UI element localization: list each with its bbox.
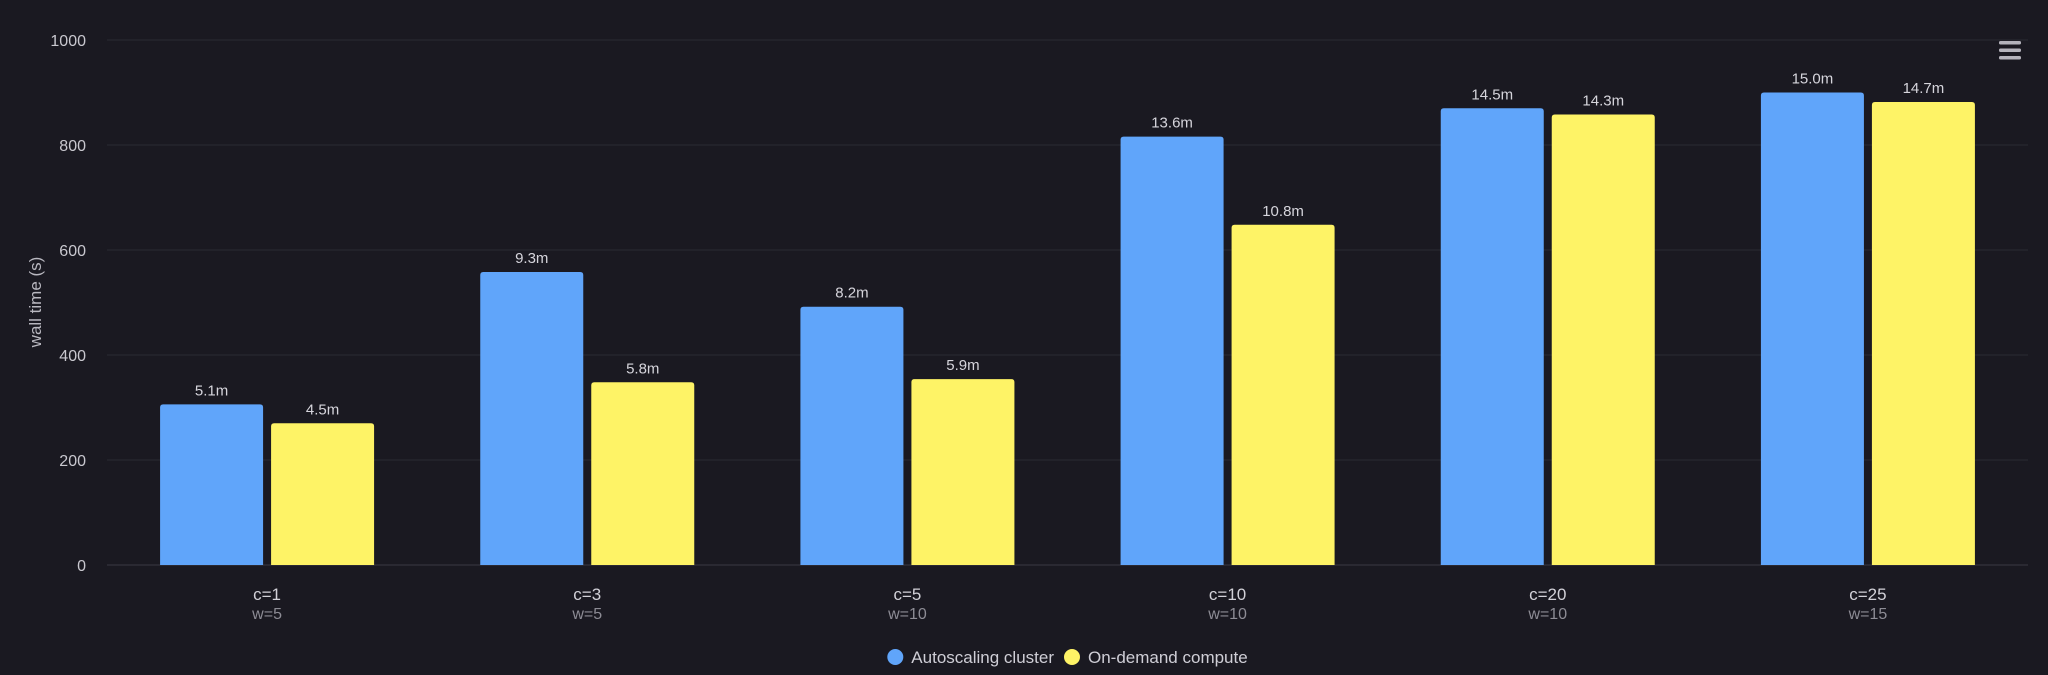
hamburger-menu-icon	[1999, 41, 2021, 60]
bar-autoscaling-cluster-c20[interactable]	[1440, 108, 1544, 565]
chart-menu-button[interactable]	[1995, 37, 2025, 65]
x-category-sublabel: w=5	[251, 606, 282, 623]
bar-value-label: 8.2m	[835, 285, 868, 302]
legend: Autoscaling cluster On-demand compute	[887, 648, 1248, 667]
x-category-sublabel: w=10	[1527, 606, 1567, 623]
bar-value-label: 5.9m	[946, 357, 979, 374]
bar-autoscaling-cluster-c5[interactable]	[800, 306, 904, 565]
x-category-label: c=20	[1529, 585, 1566, 604]
x-category-sublabel: w=10	[1207, 606, 1247, 623]
legend-swatch	[1063, 649, 1080, 665]
grid-lines	[107, 39, 2028, 566]
data-labels: 5.1m 4.5m 9.3m 5.8m 8.2m 5.9m 13.6m 10.8m 14.5m 1…	[195, 71, 1944, 419]
bar-on-demand-compute-c1[interactable]	[271, 423, 375, 565]
bar-autoscaling-cluster-c3[interactable]	[480, 272, 584, 565]
bar-autoscaling-cluster-c25[interactable]	[1760, 92, 1864, 566]
bar-on-demand-compute-c3[interactable]	[591, 382, 695, 565]
x-category-label: c=5	[893, 585, 921, 604]
legend-label: Autoscaling cluster	[911, 648, 1054, 667]
bar-on-demand-compute-c10[interactable]	[1231, 224, 1335, 566]
y-tick-label: 600	[59, 243, 86, 260]
bar-value-label: 9.3m	[515, 250, 548, 267]
bar-value-label: 4.5m	[306, 401, 339, 418]
x-category-label: c=1	[253, 585, 281, 604]
x-category-sublabel: w=10	[887, 606, 927, 623]
bars	[160, 92, 1975, 566]
bar-value-label: 5.8m	[626, 360, 659, 377]
legend-item-on-demand-compute[interactable]: On-demand compute	[1063, 648, 1248, 667]
legend-item-autoscaling-cluster[interactable]: Autoscaling cluster	[887, 648, 1054, 667]
bar-value-label: 5.1m	[195, 382, 228, 399]
y-tick-label: 0	[77, 558, 86, 575]
y-tick-label: 800	[59, 138, 86, 155]
bar-on-demand-compute-c20[interactable]	[1551, 114, 1655, 566]
bar-value-label: 14.3m	[1582, 93, 1624, 110]
bar-on-demand-compute-c25[interactable]	[1871, 101, 1975, 565]
y-axis-ticks: 0 200 400 600 800 1000	[50, 33, 86, 575]
x-category-label: c=10	[1209, 585, 1246, 604]
x-category-label: c=3	[573, 585, 601, 604]
y-tick-label: 1000	[50, 33, 86, 50]
y-axis-title: wall time (s)	[26, 257, 45, 349]
bar-value-label: 15.0m	[1792, 71, 1834, 88]
y-tick-label: 400	[59, 348, 86, 365]
legend-swatch	[887, 649, 904, 665]
bar-on-demand-compute-c5[interactable]	[911, 379, 1015, 565]
y-tick-label: 200	[59, 453, 86, 470]
bar-value-label: 10.8m	[1262, 203, 1304, 220]
bar-autoscaling-cluster-c10[interactable]	[1120, 136, 1224, 565]
bar-value-label: 14.7m	[1903, 80, 1945, 97]
bar-autoscaling-cluster-c1[interactable]	[160, 404, 264, 565]
bar-value-label: 13.6m	[1151, 115, 1193, 132]
bar-value-label: 14.5m	[1471, 86, 1513, 103]
x-category-sublabel: w=5	[571, 606, 602, 623]
x-category-sublabel: w=15	[1848, 606, 1888, 623]
x-axis-categories: c=1 w=5 c=3 w=5 c=5 w=10 c=10 w=10 c=20 w=10 c=25 w…	[251, 585, 1887, 623]
x-category-label: c=25	[1849, 585, 1886, 604]
legend-label: On-demand compute	[1088, 648, 1248, 667]
